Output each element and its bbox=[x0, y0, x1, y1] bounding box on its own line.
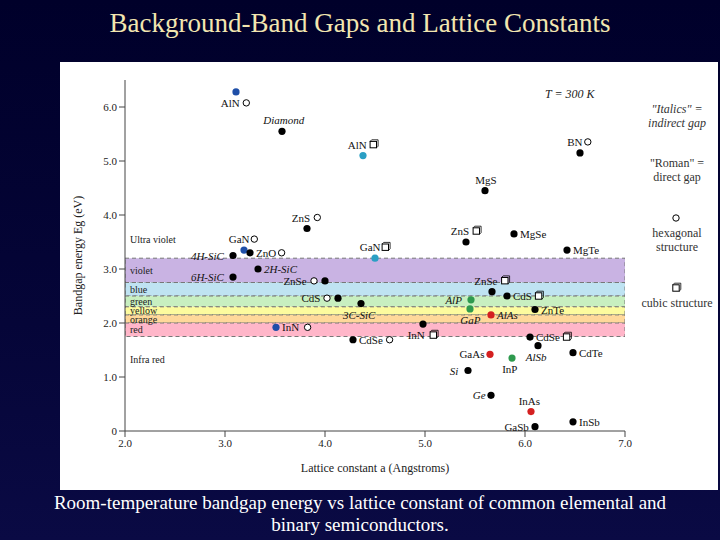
svg-text:InAs: InAs bbox=[519, 395, 540, 407]
svg-text:GaN: GaN bbox=[229, 233, 250, 245]
svg-text:ZnTe: ZnTe bbox=[541, 304, 564, 316]
svg-text:3.0: 3.0 bbox=[218, 437, 232, 449]
svg-text:InSb: InSb bbox=[579, 416, 600, 428]
svg-text:orange: orange bbox=[130, 314, 158, 325]
svg-text:4H-SiC: 4H-SiC bbox=[191, 250, 225, 262]
svg-text:AlN: AlN bbox=[221, 97, 240, 109]
svg-text:InP: InP bbox=[502, 363, 517, 375]
svg-text:Lattice constant a (Angstroms): Lattice constant a (Angstroms) bbox=[301, 461, 449, 475]
svg-text:0: 0 bbox=[112, 425, 118, 437]
svg-text:GaN: GaN bbox=[360, 241, 381, 253]
svg-text:ZnS: ZnS bbox=[292, 212, 310, 224]
svg-text:6.0: 6.0 bbox=[518, 437, 532, 449]
svg-text:ZnS: ZnS bbox=[451, 225, 469, 237]
svg-text:Bandgap energy Eg (eV): Bandgap energy Eg (eV) bbox=[71, 196, 85, 315]
svg-text:1.0: 1.0 bbox=[103, 371, 117, 383]
svg-text:AlSb: AlSb bbox=[525, 351, 547, 363]
svg-text:4.0: 4.0 bbox=[103, 209, 117, 221]
svg-text:blue: blue bbox=[130, 284, 148, 295]
svg-text:yellow: yellow bbox=[130, 305, 158, 317]
svg-text:InN: InN bbox=[408, 329, 425, 341]
svg-text:AlAs: AlAs bbox=[496, 309, 518, 321]
svg-text:violet: violet bbox=[130, 265, 153, 276]
svg-text:Ge: Ge bbox=[473, 389, 486, 401]
svg-text:MgSe: MgSe bbox=[520, 228, 546, 240]
svg-text:ZnSe: ZnSe bbox=[283, 275, 306, 287]
svg-text:CdS: CdS bbox=[301, 292, 320, 304]
html-text:hexagonal structure: hexagonal structure bbox=[652, 226, 702, 254]
html-text:cubic structure: cubic structure bbox=[641, 296, 713, 310]
svg-text:CdTe: CdTe bbox=[579, 347, 603, 359]
svg-text:6.0: 6.0 bbox=[103, 101, 117, 113]
svg-text:4.0: 4.0 bbox=[318, 437, 332, 449]
html-text:T = 300 K: T = 300 K bbox=[545, 87, 595, 101]
svg-text:CdSe: CdSe bbox=[359, 334, 383, 346]
svg-text:Ultra violet: Ultra violet bbox=[130, 234, 176, 245]
svg-text:ZnO: ZnO bbox=[256, 247, 276, 259]
svg-text:2.0: 2.0 bbox=[103, 317, 117, 329]
svg-text:Infra red: Infra red bbox=[130, 354, 165, 365]
svg-text:ZnSe: ZnSe bbox=[474, 275, 497, 287]
html-text:"Italics" = indirect gap: "Italics" = indirect gap bbox=[648, 102, 706, 130]
svg-text:3.0: 3.0 bbox=[103, 263, 117, 275]
html-text:Background-Band Gaps and Latti: Background-Band Gaps and Lattice Constan… bbox=[109, 8, 611, 38]
svg-text:MgTe: MgTe bbox=[573, 244, 599, 256]
svg-text:red: red bbox=[130, 324, 143, 335]
svg-text:GaSb: GaSb bbox=[504, 421, 529, 431]
svg-text:GaAs: GaAs bbox=[459, 348, 484, 360]
svg-text:green: green bbox=[130, 296, 153, 307]
svg-text:2H-SiC: 2H-SiC bbox=[264, 263, 298, 275]
svg-text:InN: InN bbox=[282, 321, 299, 333]
svg-text:AlP: AlP bbox=[444, 294, 462, 306]
svg-text:3C-SiC: 3C-SiC bbox=[342, 309, 376, 321]
svg-text:GaP: GaP bbox=[460, 314, 480, 326]
svg-text:7.0: 7.0 bbox=[618, 437, 632, 449]
svg-text:5.0: 5.0 bbox=[418, 437, 432, 449]
svg-text:BN: BN bbox=[567, 136, 582, 148]
svg-text:6H-SiC: 6H-SiC bbox=[191, 271, 225, 283]
svg-text:Si: Si bbox=[450, 365, 459, 377]
html-text:"Roman" = direct gap: "Roman" = direct gap bbox=[649, 156, 705, 184]
svg-text:5.0: 5.0 bbox=[103, 155, 117, 167]
svg-text:AlN: AlN bbox=[348, 139, 367, 151]
svg-text:MgS: MgS bbox=[475, 174, 496, 186]
svg-text:2.0: 2.0 bbox=[118, 437, 132, 449]
html-text:Room-temperature bandgap energ: Room-temperature bandgap energy vs latti… bbox=[53, 492, 667, 535]
svg-text:CdSe: CdSe bbox=[536, 331, 560, 343]
svg-text:Diamond: Diamond bbox=[262, 114, 304, 126]
svg-text:CdS: CdS bbox=[513, 290, 532, 302]
